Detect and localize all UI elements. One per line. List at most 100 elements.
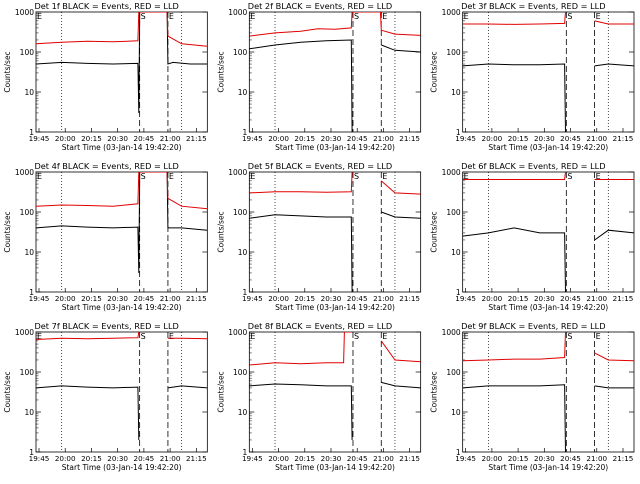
y-tick-label: 1 [456,448,461,457]
x-axis-label: Start Time (03-Jan-14 19:42:20) [62,463,182,472]
plot-frame [35,171,208,293]
x-tick-label: 20:30 [534,454,555,463]
event-marker-label: S [567,12,572,21]
y-tick-label: 1000 [442,328,461,337]
y-axis-label: Counts/sec [430,51,439,92]
x-tick-label: 20:45 [347,134,368,143]
lld-series-line [249,12,421,37]
y-tick-label: 100 [233,368,248,377]
panel-title: Det 5f BLACK = Events, RED = LLD [248,161,392,171]
event-marker-label: E [464,12,469,21]
x-axis-label: Start Time (03-Jan-14 19:42:20) [488,143,608,152]
x-tick-label: 20:30 [107,294,128,303]
events-series-line [36,172,208,273]
plot-frame [35,331,208,453]
panel-title: Det 9f BLACK = Events, RED = LLD [461,321,605,331]
x-tick-label: 20:15 [508,134,529,143]
plot-frame [248,331,422,453]
event-marker-label: E [250,332,255,341]
y-axis-label: Counts/sec [430,371,439,412]
y-tick-label: 1000 [228,328,247,337]
x-tick-label: 20:00 [55,134,76,143]
x-tick-label: 20:00 [268,134,289,143]
panel-title: Det 6f BLACK = Events, RED = LLD [461,161,605,171]
y-tick-label: 100 [20,368,35,377]
x-tick-label: 21:15 [399,454,420,463]
x-tick-label: 20:00 [482,134,503,143]
x-tick-label: 21:00 [373,454,394,463]
events-series-line [249,381,421,441]
panel-title: Det 7f BLACK = Events, RED = LLD [34,321,178,331]
x-tick-label: 19:45 [242,454,263,463]
lld-series-line [36,332,208,340]
y-tick-label: 1000 [442,8,461,17]
y-tick-label: 100 [20,208,35,217]
x-tick-label: 21:00 [373,294,394,303]
y-tick-label: 1 [243,448,248,457]
x-tick-label: 20:00 [482,454,503,463]
x-tick-label: 20:45 [347,454,368,463]
y-axis-label: Counts/sec [3,211,12,252]
events-series-line [36,385,208,441]
x-tick-label: 21:00 [586,294,607,303]
x-tick-label: 19:45 [29,294,50,303]
lld-series-line [462,12,634,25]
y-tick-label: 10 [238,88,248,97]
x-tick-label: 20:15 [508,294,529,303]
panel-title: Det 8f BLACK = Events, RED = LLD [248,321,392,331]
x-tick-label: 21:00 [586,134,607,143]
event-marker-label: E [596,332,601,341]
y-tick-label: 100 [446,208,461,217]
event-marker-label: S [354,332,359,341]
events-series-line [249,39,421,132]
x-tick-label: 20:45 [560,134,581,143]
events-series-line [462,384,634,452]
y-tick-label: 10 [24,88,34,97]
y-tick-label: 10 [238,408,248,417]
x-tick-label: 19:45 [242,294,263,303]
x-tick-label: 21:00 [160,134,181,143]
y-tick-label: 10 [451,88,461,97]
x-tick-label: 21:15 [613,134,634,143]
y-tick-label: 10 [24,408,34,417]
y-tick-label: 1 [243,288,248,297]
x-tick-label: 20:30 [321,294,342,303]
y-tick-label: 100 [446,368,461,377]
events-series-line [462,63,634,132]
y-tick-label: 10 [451,248,461,257]
x-tick-label: 20:15 [294,134,315,143]
x-tick-label: 20:45 [134,454,155,463]
y-tick-label: 1 [243,128,248,137]
x-tick-label: 21:15 [613,294,634,303]
event-marker-label: E [37,332,42,341]
x-tick-label: 21:15 [399,294,420,303]
x-tick-label: 20:00 [268,454,289,463]
x-tick-label: 20:45 [134,294,155,303]
event-marker-label: E [37,172,42,181]
y-tick-label: 1000 [15,328,34,337]
event-marker-label: S [141,172,146,181]
x-tick-label: 20:00 [268,294,289,303]
y-axis-label: Counts/sec [3,371,12,412]
x-tick-label: 19:45 [29,454,50,463]
x-axis-label: Start Time (03-Jan-14 19:42:20) [62,303,182,312]
x-tick-label: 20:00 [55,454,76,463]
x-tick-label: 20:00 [482,294,503,303]
plot-frame [35,11,208,133]
x-tick-label: 21:15 [186,454,207,463]
x-tick-label: 20:15 [81,134,102,143]
event-marker-label: E [169,12,174,21]
x-tick-label: 20:30 [321,134,342,143]
plot-frame [462,11,635,133]
event-marker-label: E [382,12,387,21]
events-series-line [36,12,208,113]
events-series-line [462,227,634,292]
y-axis-label: Counts/sec [216,371,225,412]
event-marker-label: E [596,12,601,21]
